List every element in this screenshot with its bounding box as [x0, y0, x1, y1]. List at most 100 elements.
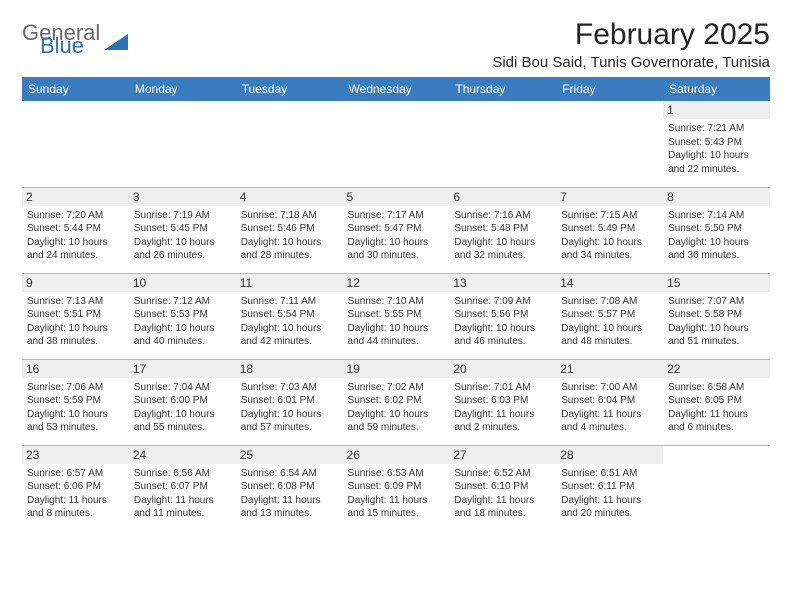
- day-sunset: Sunset: 5:47 PM: [348, 222, 445, 236]
- day-daylight: Daylight: 10 hours and 55 minutes.: [134, 408, 231, 435]
- day-info: Sunrise: 7:18 AMSunset: 5:46 PMDaylight:…: [241, 209, 338, 263]
- calendar-day: 10Sunrise: 7:12 AMSunset: 5:53 PMDayligh…: [129, 273, 236, 359]
- day-number: 6: [449, 188, 556, 206]
- day-info: Sunrise: 7:02 AMSunset: 6:02 PMDaylight:…: [348, 381, 445, 435]
- calendar-day: 26 Sunrise: 6:53 AMSunset: 6:09 PMDayligh…: [343, 445, 450, 531]
- calendar-day: 7Sunrise: 7:15 AMSunset: 5:49 PMDaylight…: [556, 187, 663, 273]
- day-daylight: Daylight: 10 hours and 44 minutes.: [348, 322, 445, 349]
- day-sunrise: Sunrise: 7:03 AM: [241, 381, 338, 395]
- day-daylight: Daylight: 11 hours and 4 minutes.: [561, 408, 658, 435]
- calendar-day: 20Sunrise: 7:01 AMSunset: 6:03 PMDayligh…: [449, 359, 556, 445]
- day-sunset: Sunset: 6:10 PM: [454, 480, 551, 494]
- day-info: Sunrise: 7:09 AMSunset: 5:56 PMDaylight:…: [454, 295, 551, 349]
- day-number: 27: [449, 446, 556, 464]
- day-daylight: Daylight: 10 hours and 48 minutes.: [561, 322, 658, 349]
- logo-text: General Blue: [22, 24, 100, 55]
- day-sunrise: Sunrise: 7:18 AM: [241, 209, 338, 223]
- day-daylight: Daylight: 10 hours and 30 minutes.: [348, 236, 445, 263]
- calendar-week: 23Sunrise: 6:57 AMSunset: 6:06 PMDayligh…: [22, 445, 770, 531]
- day-sunset: Sunset: 5:51 PM: [27, 308, 124, 322]
- day-daylight: Daylight: 11 hours and 6 minutes.: [668, 408, 765, 435]
- day-sunrise: Sunrise: 7:08 AM: [561, 295, 658, 309]
- day-sunset: Sunset: 6:09 PM: [348, 480, 445, 494]
- day-daylight: Daylight: 10 hours and 32 minutes.: [454, 236, 551, 263]
- day-daylight: Daylight: 10 hours and 59 minutes.: [348, 408, 445, 435]
- calendar-header-row: SundayMondayTuesdayWednesdayThursdayFrid…: [22, 77, 770, 101]
- day-daylight: Daylight: 10 hours and 24 minutes.: [27, 236, 124, 263]
- day-number: 11: [236, 274, 343, 292]
- calendar-day: 21 Sunrise: 7:00 AMSunset: 6:04 PMDayligh…: [556, 359, 663, 445]
- header: General Blue February 2025 Sidi Bou Said…: [22, 18, 770, 71]
- day-sunrise: Sunrise: 6:57 AM: [27, 467, 124, 481]
- day-number: 7: [556, 188, 663, 206]
- calendar-day: 3Sunrise: 7:19 AMSunset: 5:45 PMDaylight…: [129, 187, 236, 273]
- day-daylight: Daylight: 10 hours and 36 minutes.: [668, 236, 765, 263]
- day-info: Sunrise: 7:17 AMSunset: 5:47 PMDaylight:…: [348, 209, 445, 263]
- calendar-day: 25 Sunrise: 6:54 AMSunset: 6:08 PMDayligh…: [236, 445, 343, 531]
- day-sunrise: Sunrise: 7:01 AM: [454, 381, 551, 395]
- day-sunset: Sunset: 5:50 PM: [668, 222, 765, 236]
- day-sunrise: Sunrise: 7:11 AM: [241, 295, 338, 309]
- day-info: Sunrise: 7:06 AMSunset: 5:59 PMDaylight:…: [27, 381, 124, 435]
- day-sunset: Sunset: 5:59 PM: [27, 394, 124, 408]
- day-info: Sunrise: 6:53 AMSunset: 6:09 PMDaylight:…: [348, 467, 445, 521]
- day-number: 22: [663, 360, 770, 378]
- day-info: Sunrise: 6:56 AMSunset: 6:07 PMDaylight:…: [134, 467, 231, 521]
- logo: General Blue: [22, 24, 128, 55]
- day-sunset: Sunset: 5:44 PM: [27, 222, 124, 236]
- day-sunset: Sunset: 5:46 PM: [241, 222, 338, 236]
- day-number: 24: [129, 446, 236, 464]
- day-daylight: Daylight: 10 hours and 38 minutes.: [27, 322, 124, 349]
- day-info: Sunrise: 7:20 AMSunset: 5:44 PMDaylight:…: [27, 209, 124, 263]
- day-sunrise: Sunrise: 7:12 AM: [134, 295, 231, 309]
- day-number: 8: [663, 188, 770, 206]
- day-info: Sunrise: 7:14 AMSunset: 5:50 PMDaylight:…: [668, 209, 765, 263]
- day-sunset: Sunset: 5:53 PM: [134, 308, 231, 322]
- day-sunrise: Sunrise: 7:06 AM: [27, 381, 124, 395]
- weekday-header: Wednesday: [343, 77, 450, 101]
- calendar-day: 17Sunrise: 7:04 AMSunset: 6:00 PMDayligh…: [129, 359, 236, 445]
- day-number: 14: [556, 274, 663, 292]
- calendar-day: 28Sunrise: 6:51 AMSunset: 6:11 PMDayligh…: [556, 445, 663, 531]
- day-number: 13: [449, 274, 556, 292]
- day-daylight: Daylight: 11 hours and 13 minutes.: [241, 494, 338, 521]
- calendar-day: 12Sunrise: 7:10 AMSunset: 5:55 PMDayligh…: [343, 273, 450, 359]
- calendar-day: 16Sunrise: 7:06 AMSunset: 5:59 PMDayligh…: [22, 359, 129, 445]
- day-info: Sunrise: 7:00 AMSunset: 6:04 PMDaylight:…: [561, 381, 658, 435]
- day-info: Sunrise: 7:16 AMSunset: 5:48 PMDaylight:…: [454, 209, 551, 263]
- day-info: Sunrise: 6:58 AMSunset: 6:05 PMDaylight:…: [668, 381, 765, 435]
- calendar-empty: [556, 101, 663, 187]
- calendar-day: 6 Sunrise: 7:16 AMSunset: 5:48 PMDaylight…: [449, 187, 556, 273]
- day-daylight: Daylight: 11 hours and 20 minutes.: [561, 494, 658, 521]
- day-number: 26: [343, 446, 450, 464]
- day-sunrise: Sunrise: 7:14 AM: [668, 209, 765, 223]
- calendar-body: 1Sunrise: 7:21 AMSunset: 5:43 PMDaylight…: [22, 101, 770, 531]
- day-number: 25: [236, 446, 343, 464]
- day-sunset: Sunset: 6:04 PM: [561, 394, 658, 408]
- day-sunrise: Sunrise: 7:09 AM: [454, 295, 551, 309]
- day-sunset: Sunset: 6:05 PM: [668, 394, 765, 408]
- day-info: Sunrise: 7:03 AMSunset: 6:01 PMDaylight:…: [241, 381, 338, 435]
- day-info: Sunrise: 7:07 AMSunset: 5:58 PMDaylight:…: [668, 295, 765, 349]
- day-sunrise: Sunrise: 7:00 AM: [561, 381, 658, 395]
- day-number: 21: [556, 360, 663, 378]
- day-number: 28: [556, 446, 663, 464]
- weekday-header: Thursday: [449, 77, 556, 101]
- day-sunset: Sunset: 5:57 PM: [561, 308, 658, 322]
- day-info: Sunrise: 6:54 AMSunset: 6:08 PMDaylight:…: [241, 467, 338, 521]
- day-sunrise: Sunrise: 7:15 AM: [561, 209, 658, 223]
- calendar-day: 9Sunrise: 7:13 AMSunset: 5:51 PMDaylight…: [22, 273, 129, 359]
- day-daylight: Daylight: 10 hours and 51 minutes.: [668, 322, 765, 349]
- day-sunrise: Sunrise: 6:52 AM: [454, 467, 551, 481]
- day-number: 9: [22, 274, 129, 292]
- day-sunset: Sunset: 5:43 PM: [668, 136, 765, 150]
- calendar-day: 23Sunrise: 6:57 AMSunset: 6:06 PMDayligh…: [22, 445, 129, 531]
- day-number: 19: [343, 360, 450, 378]
- day-number: 2: [22, 188, 129, 206]
- day-daylight: Daylight: 10 hours and 28 minutes.: [241, 236, 338, 263]
- day-info: Sunrise: 6:57 AMSunset: 6:06 PMDaylight:…: [27, 467, 124, 521]
- calendar-empty: [343, 101, 450, 187]
- day-sunrise: Sunrise: 6:53 AM: [348, 467, 445, 481]
- day-number: 1: [663, 101, 770, 119]
- calendar-day: 1Sunrise: 7:21 AMSunset: 5:43 PMDaylight…: [663, 101, 770, 187]
